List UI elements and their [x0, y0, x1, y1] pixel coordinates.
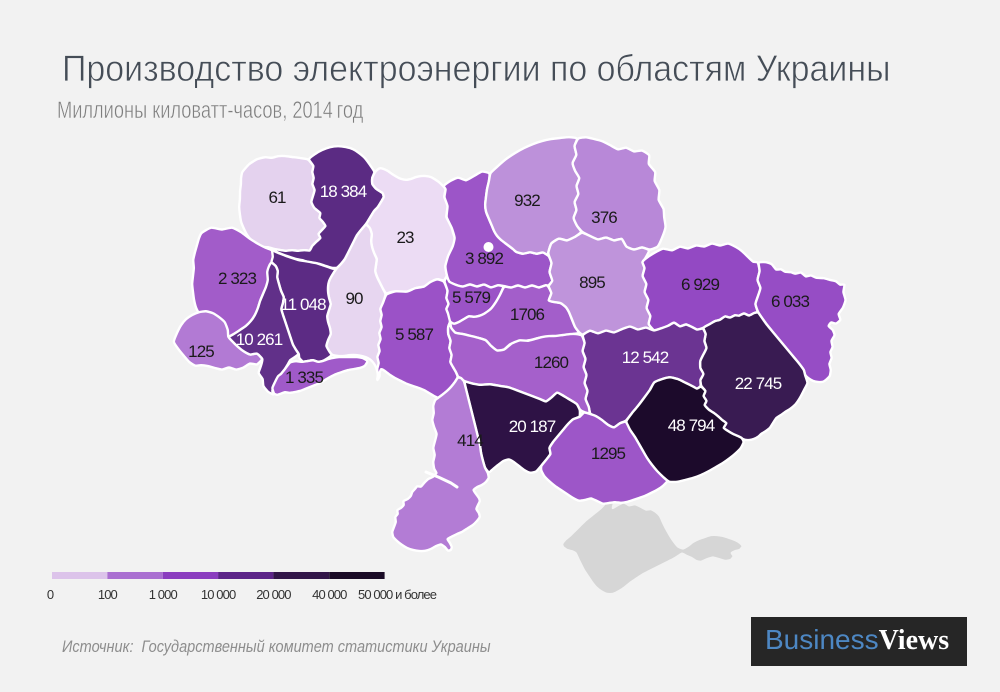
svg-text:20 187: 20 187 [509, 417, 556, 436]
svg-text:5 579: 5 579 [452, 288, 490, 307]
svg-text:0: 0 [47, 587, 54, 602]
svg-text:1706: 1706 [510, 305, 545, 324]
svg-text:1 000: 1 000 [149, 587, 178, 602]
svg-text:1 335: 1 335 [285, 368, 323, 387]
svg-text:10 000: 10 000 [201, 587, 236, 602]
svg-text:2 323: 2 323 [218, 269, 256, 288]
svg-text:22 745: 22 745 [735, 374, 782, 393]
svg-text:6 929: 6 929 [681, 275, 719, 294]
svg-text:6 033: 6 033 [771, 292, 809, 311]
svg-text:414: 414 [457, 431, 483, 450]
svg-text:5 587: 5 587 [395, 325, 433, 344]
svg-text:61: 61 [268, 188, 286, 207]
svg-text:10 261: 10 261 [236, 330, 283, 349]
svg-text:100: 100 [98, 587, 118, 602]
svg-text:18 384: 18 384 [320, 182, 367, 201]
svg-text:23: 23 [396, 228, 414, 247]
svg-text:50 000 и более: 50 000 и более [358, 587, 437, 602]
svg-text:90: 90 [345, 289, 363, 308]
svg-text:3 892: 3 892 [465, 249, 503, 268]
svg-text:125: 125 [188, 342, 214, 361]
svg-text:376: 376 [591, 208, 617, 227]
svg-text:40 000: 40 000 [312, 587, 347, 602]
svg-text:20 000: 20 000 [256, 587, 291, 602]
svg-text:1295: 1295 [591, 444, 626, 463]
svg-text:895: 895 [579, 273, 605, 292]
svg-text:932: 932 [514, 191, 540, 210]
svg-text:11 048: 11 048 [280, 295, 326, 314]
svg-text:12 542: 12 542 [622, 348, 669, 367]
svg-text:1260: 1260 [534, 353, 569, 372]
svg-text:48 794: 48 794 [668, 416, 715, 435]
